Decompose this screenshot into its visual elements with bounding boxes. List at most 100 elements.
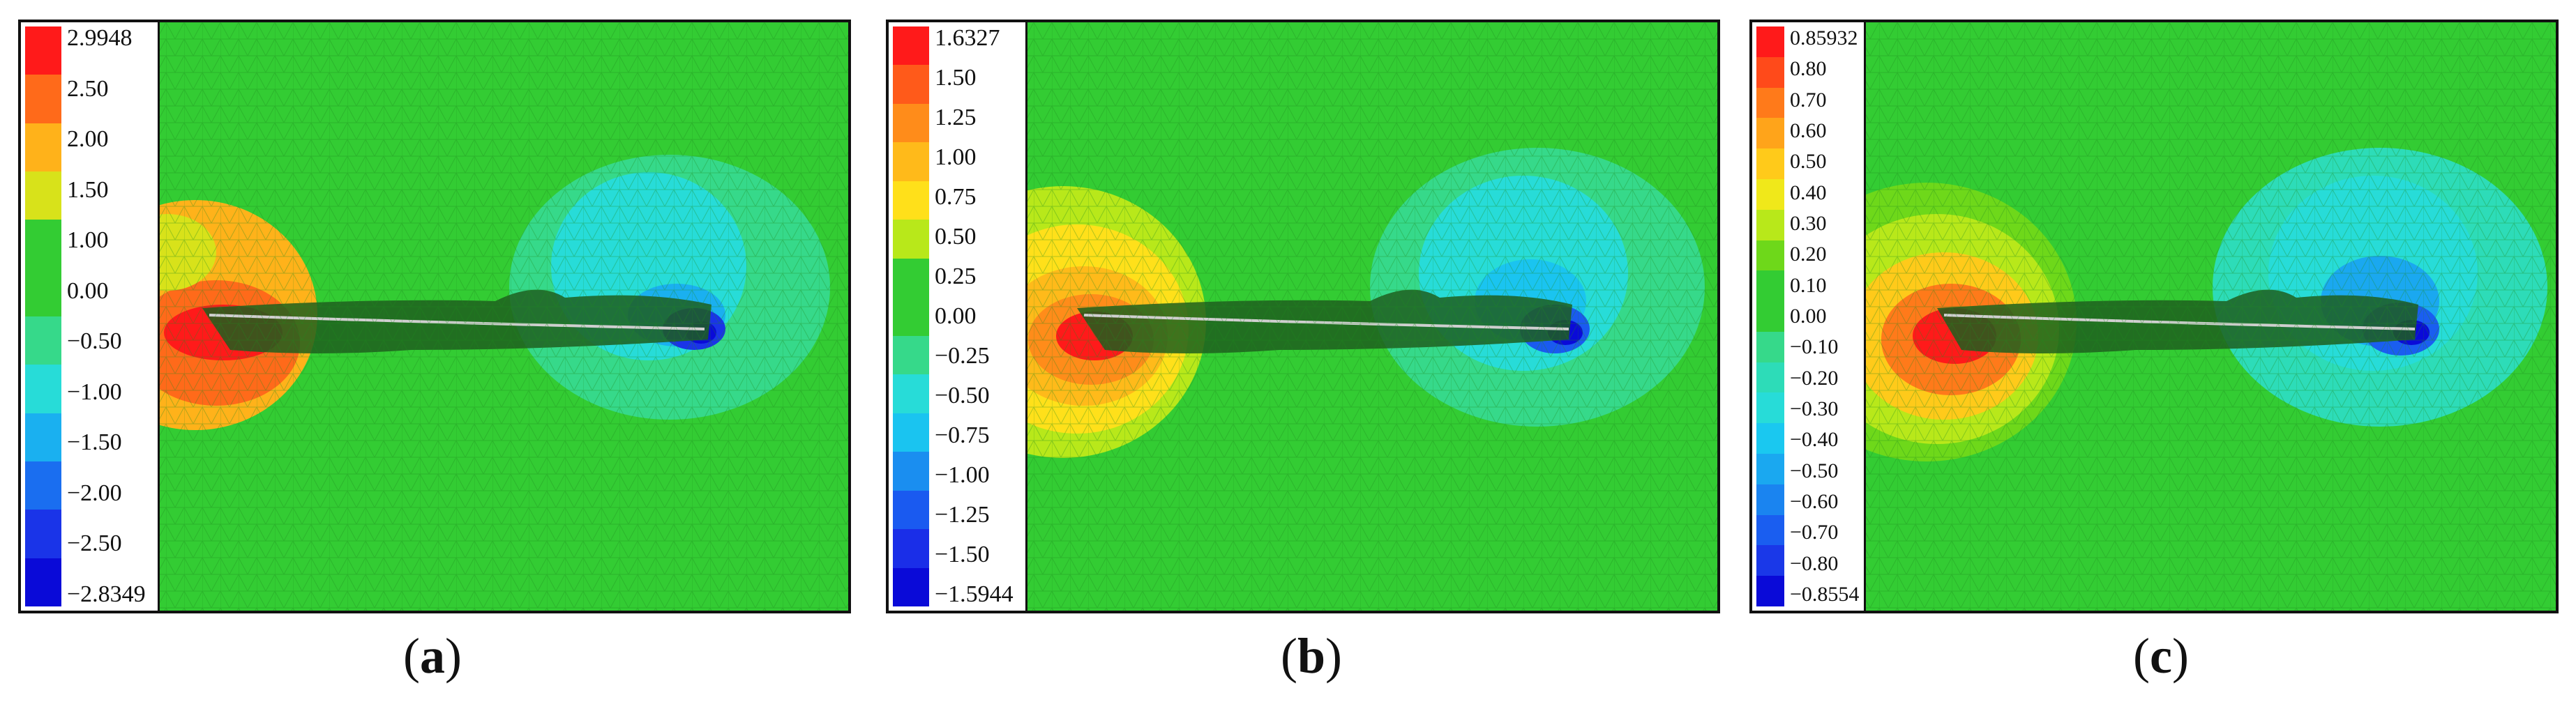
legend-label: −0.70 bbox=[1790, 521, 1839, 544]
legend-color-segment bbox=[25, 123, 61, 172]
legend-label: 0.20 bbox=[1790, 243, 1827, 266]
legend-label: −0.50 bbox=[935, 383, 990, 408]
legend-color-segment bbox=[893, 452, 929, 491]
legend-color-segment bbox=[1756, 331, 1784, 363]
legend-label: −0.30 bbox=[1790, 397, 1839, 420]
legend-color-segment bbox=[25, 26, 61, 75]
legend-color-segment bbox=[1756, 484, 1784, 516]
legend-label: 0.00 bbox=[935, 303, 977, 329]
legend-color-segment bbox=[25, 413, 61, 462]
legend-color-segment bbox=[893, 529, 929, 569]
legend-label: 0.40 bbox=[1790, 181, 1827, 204]
legend-label: 1.00 bbox=[67, 227, 109, 254]
legend-label: 1.6327 bbox=[935, 25, 1000, 51]
legend-color-segment bbox=[25, 220, 61, 269]
legend-label: −2.50 bbox=[67, 530, 122, 557]
legend-label: −1.5944 bbox=[935, 581, 1014, 607]
legend-label: −1.50 bbox=[67, 429, 122, 456]
legend-color-segment bbox=[893, 220, 929, 259]
legend-color-segment bbox=[1756, 26, 1784, 58]
legend-label: −0.25 bbox=[935, 343, 990, 369]
legend-color-segment bbox=[893, 65, 929, 105]
legend-label: 0.50 bbox=[1790, 150, 1827, 174]
legend-label: 0.00 bbox=[67, 277, 109, 304]
legend-color-segment bbox=[893, 413, 929, 452]
legend-color-segment bbox=[1756, 514, 1784, 546]
legend-color-segment bbox=[1756, 148, 1784, 180]
legend-color-segment bbox=[1756, 454, 1784, 485]
legend-color-segment bbox=[1756, 576, 1784, 607]
legend-label: −0.50 bbox=[1790, 459, 1839, 482]
contour-field bbox=[1752, 22, 2556, 611]
legend-color-segment bbox=[1756, 270, 1784, 302]
legend-color-bar bbox=[25, 26, 61, 607]
legend-color-segment bbox=[893, 258, 929, 298]
legend-label: 0.80 bbox=[1790, 57, 1827, 81]
legend-label: −0.20 bbox=[1790, 366, 1839, 390]
legend-label: 2.9948 bbox=[67, 25, 133, 51]
legend-label: 1.50 bbox=[935, 65, 977, 91]
legend-color-segment bbox=[1756, 545, 1784, 576]
legend-color-segment bbox=[893, 103, 929, 143]
legend-color-segment bbox=[1756, 209, 1784, 241]
legend-label: −0.8554 bbox=[1790, 583, 1860, 606]
legend-label: −2.00 bbox=[67, 480, 122, 506]
legend-label: 1.00 bbox=[935, 144, 977, 170]
legend-color-segment bbox=[1756, 301, 1784, 332]
contour-panel-c: 0.85932 0.80 0.70 0.60 0.50 0.40 0.30 0.20 0.10 0… bbox=[1749, 20, 2559, 613]
legend-color-segment bbox=[1756, 423, 1784, 454]
legend-label: −0.80 bbox=[1790, 551, 1839, 575]
legend-label: 2.00 bbox=[67, 126, 109, 153]
legend-label: −0.60 bbox=[1790, 490, 1839, 513]
legend-label: 0.30 bbox=[1790, 212, 1827, 235]
contour-panel-a: 2.9948 2.50 2.00 1.50 1.00 0.00 −0.50 −1.00 −1.5… bbox=[18, 20, 851, 613]
color-legend: 0.85932 0.80 0.70 0.60 0.50 0.40 0.30 0.20 0.10 0… bbox=[1752, 22, 1866, 611]
legend-label: −1.00 bbox=[67, 379, 122, 405]
legend-color-segment bbox=[1756, 178, 1784, 211]
caption-b: (b) bbox=[1280, 628, 1342, 684]
legend-color-bar bbox=[893, 26, 929, 607]
legend-color-segment bbox=[25, 558, 61, 607]
legend-color-segment bbox=[893, 297, 929, 337]
legend-label: 2.50 bbox=[67, 75, 109, 102]
legend-label: −0.50 bbox=[67, 328, 122, 355]
caption-a: (a) bbox=[403, 628, 462, 684]
legend-color-segment bbox=[893, 335, 929, 375]
legend-color-segment bbox=[25, 365, 61, 414]
legend-color-segment bbox=[25, 75, 61, 124]
legend-label: 0.70 bbox=[1790, 88, 1827, 112]
legend-color-bar bbox=[1756, 26, 1784, 607]
legend-label: 0.50 bbox=[935, 224, 977, 250]
legend-label: 1.25 bbox=[935, 105, 977, 130]
contour-panel-b: 1.6327 1.50 1.25 1.00 0.75 0.50 0.25 0.00 −0.25 −… bbox=[886, 20, 1720, 613]
legend-color-segment bbox=[1756, 392, 1784, 424]
legend-color-segment bbox=[1756, 362, 1784, 393]
legend-color-segment bbox=[25, 268, 61, 317]
legend-label: 1.50 bbox=[67, 176, 109, 203]
legend-label: −1.50 bbox=[935, 542, 990, 567]
legend-color-segment bbox=[893, 181, 929, 220]
legend-label: 0.00 bbox=[1790, 305, 1827, 328]
legend-label: −0.10 bbox=[1790, 335, 1839, 359]
legend-color-segment bbox=[893, 490, 929, 530]
color-legend: 2.9948 2.50 2.00 1.50 1.00 0.00 −0.50 −1.00 −1.5… bbox=[21, 22, 160, 611]
color-legend: 1.6327 1.50 1.25 1.00 0.75 0.50 0.25 0.00 −0.25 −… bbox=[889, 22, 1027, 611]
legend-color-segment bbox=[893, 26, 929, 66]
legend-label: 0.75 bbox=[935, 184, 977, 210]
legend-label: −1.25 bbox=[935, 502, 990, 528]
legend-label: 0.85932 bbox=[1790, 26, 1858, 49]
legend-label: −0.75 bbox=[935, 422, 990, 448]
legend-color-segment bbox=[25, 461, 61, 510]
legend-color-segment bbox=[1756, 56, 1784, 89]
legend-label: −2.8349 bbox=[67, 581, 146, 607]
legend-label: 0.25 bbox=[935, 263, 977, 289]
legend-color-segment bbox=[25, 316, 61, 365]
legend-color-segment bbox=[1756, 240, 1784, 271]
legend-label: −0.40 bbox=[1790, 428, 1839, 452]
legend-color-segment bbox=[893, 142, 929, 182]
legend-color-segment bbox=[893, 374, 929, 414]
legend-color-segment bbox=[1756, 87, 1784, 118]
legend-color-segment bbox=[25, 510, 61, 559]
legend-label: 0.10 bbox=[1790, 273, 1827, 297]
legend-color-segment bbox=[893, 567, 929, 607]
